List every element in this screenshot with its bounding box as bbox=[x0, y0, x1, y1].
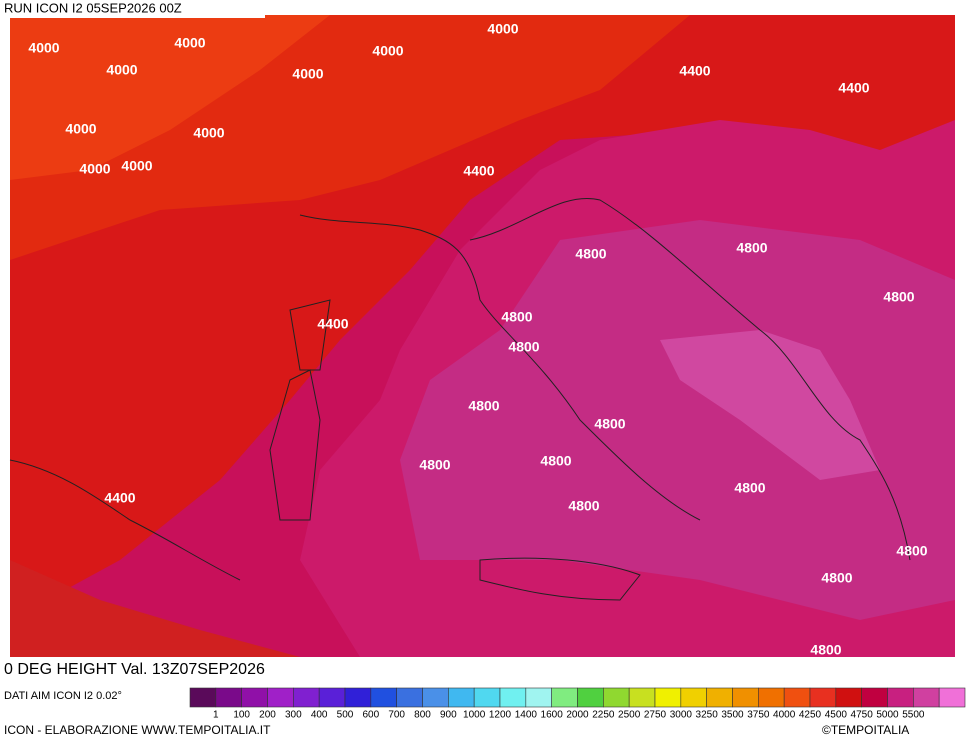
contour-label: 4800 bbox=[568, 498, 599, 514]
contour-label: 4800 bbox=[540, 453, 571, 469]
contour-label: 4000 bbox=[372, 43, 403, 59]
colorbar-swatch bbox=[835, 687, 862, 708]
colorbar-label: 3500 bbox=[721, 710, 744, 721]
colorbar-swatch bbox=[499, 687, 527, 708]
contour-label: 4000 bbox=[106, 62, 137, 78]
colorbar-label: 1600 bbox=[541, 710, 564, 721]
contour-label: 4800 bbox=[508, 339, 539, 355]
colorbar-swatch bbox=[396, 687, 423, 708]
colorbar-label: 1200 bbox=[489, 710, 512, 721]
contour-label: 4000 bbox=[487, 21, 518, 37]
colorbar-label: 100 bbox=[233, 710, 250, 721]
colorbar-label: 600 bbox=[362, 710, 379, 721]
colorbar-swatch bbox=[783, 687, 811, 708]
header-box bbox=[0, 0, 265, 18]
contour-label: 4800 bbox=[736, 240, 767, 256]
contour-label: 4000 bbox=[174, 35, 205, 51]
colorbar-swatch bbox=[422, 687, 449, 708]
contour-label: 4400 bbox=[317, 316, 348, 332]
contour-label: 4400 bbox=[463, 163, 494, 179]
colorbar-label: 2500 bbox=[618, 710, 641, 721]
contour-label: 4400 bbox=[104, 490, 135, 506]
contour-label: 4800 bbox=[896, 543, 927, 559]
colorbar-label: 2000 bbox=[566, 710, 589, 721]
colorbar-label: 1400 bbox=[515, 710, 538, 721]
colorbar-swatch bbox=[758, 687, 785, 708]
contour-label: 4000 bbox=[193, 125, 224, 141]
colorbar-swatch bbox=[809, 687, 837, 708]
contour-label: 4800 bbox=[468, 398, 499, 414]
colorbar-label: 2250 bbox=[592, 710, 615, 721]
colorbar-label: 4750 bbox=[851, 710, 874, 721]
coastlines bbox=[9, 198, 911, 601]
contour-label: 4400 bbox=[838, 80, 869, 96]
title-box bbox=[0, 657, 413, 682]
credit-label: ICON - ELABORAZIONE WWW.TEMPOITALIA.IT bbox=[4, 723, 271, 737]
colorbar-label: 1 bbox=[213, 710, 219, 721]
colorbar-swatch bbox=[448, 687, 475, 708]
colorbar-label: 800 bbox=[414, 710, 431, 721]
colorbar-swatch bbox=[293, 687, 320, 708]
contour-label: 4800 bbox=[419, 457, 450, 473]
contour-label: 4000 bbox=[28, 40, 59, 56]
contour-label: 4800 bbox=[810, 642, 841, 658]
colorbar-label: 2750 bbox=[644, 710, 667, 721]
colorbar-label: 200 bbox=[259, 710, 276, 721]
colorbar-swatch bbox=[706, 687, 733, 708]
source-label: DATI AIM ICON I2 0.02° bbox=[4, 690, 122, 702]
contour-label: 4800 bbox=[734, 480, 765, 496]
colorbar-swatch bbox=[654, 687, 682, 708]
colorbar-label: 3000 bbox=[670, 710, 693, 721]
colorbar-swatch bbox=[241, 687, 268, 708]
colorbar-swatch bbox=[318, 687, 346, 708]
colorbar-swatch bbox=[732, 687, 759, 708]
colorbar-label: 4250 bbox=[799, 710, 822, 721]
colorbar-label: 300 bbox=[285, 710, 302, 721]
colorbar-swatch bbox=[887, 687, 914, 708]
colorbar-label: 1000 bbox=[463, 710, 486, 721]
contour-label: 4000 bbox=[79, 161, 110, 177]
colorbar-label: 900 bbox=[440, 710, 457, 721]
colorbar-swatch bbox=[370, 687, 397, 708]
contour-label: 4000 bbox=[121, 158, 152, 174]
run-label: RUN ICON I2 05SEP2026 00Z bbox=[4, 0, 182, 15]
contour-label: 4000 bbox=[292, 66, 323, 82]
colorbar-swatch bbox=[628, 687, 656, 708]
colorbar-label: 5500 bbox=[902, 710, 925, 721]
map-title: 0 DEG HEIGHT Val. 13Z07SEP2026 bbox=[4, 661, 265, 678]
colorbar-label: 500 bbox=[337, 710, 354, 721]
contour-label: 4400 bbox=[679, 63, 710, 79]
colorbar-label: 4500 bbox=[825, 710, 848, 721]
colorbar-swatch bbox=[577, 687, 604, 708]
map-background bbox=[10, 15, 955, 657]
colorbar-swatch bbox=[473, 687, 501, 708]
contour-label: 4800 bbox=[501, 309, 532, 325]
contour-labels: 4000 4000 4000 4000 4000 4000 4000 4000 4000 4000… bbox=[28, 21, 927, 658]
colorbar: 1 100 200 300 400 500 600 700 800 900 1000 1200 1400… bbox=[189, 687, 966, 721]
contour-label: 4000 bbox=[65, 121, 96, 137]
colorbar-swatch bbox=[215, 687, 242, 708]
colorbar-swatch bbox=[861, 687, 888, 708]
colorbar-swatch bbox=[938, 687, 966, 708]
colorbar-label: 3250 bbox=[696, 710, 719, 721]
contour-label: 4800 bbox=[883, 289, 914, 305]
colorbar-label: 4000 bbox=[773, 710, 796, 721]
colorbar-swatch bbox=[189, 687, 217, 708]
colorbar-swatch bbox=[551, 687, 578, 708]
colorbar-swatch bbox=[525, 687, 552, 708]
contour-label: 4800 bbox=[594, 416, 625, 432]
contour-label: 4800 bbox=[821, 570, 852, 586]
colorbar-swatch bbox=[603, 687, 630, 708]
copyright-label: ©TEMPOITALIA bbox=[822, 723, 909, 737]
colorbar-label: 3750 bbox=[747, 710, 770, 721]
colorbar-swatch bbox=[913, 687, 940, 708]
colorbar-swatch bbox=[680, 687, 707, 708]
colorbar-swatch bbox=[344, 687, 372, 708]
colorbar-swatch bbox=[267, 687, 294, 708]
colorbar-label: 700 bbox=[388, 710, 405, 721]
contour-label: 4800 bbox=[575, 246, 606, 262]
colorbar-label: 400 bbox=[311, 710, 328, 721]
colorbar-label: 5000 bbox=[876, 710, 899, 721]
